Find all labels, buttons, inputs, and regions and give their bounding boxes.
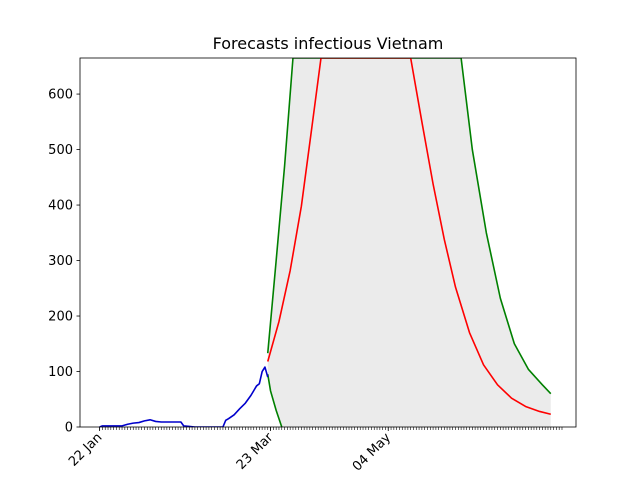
y-tick-label: 200	[48, 310, 73, 325]
y-tick-label: 0	[65, 421, 73, 436]
y-tick-label: 100	[48, 365, 73, 380]
chart-title: Forecasts infectious Vietnam	[213, 34, 444, 53]
series-line-upper	[266, 58, 552, 395]
plot-frame	[79, 57, 577, 428]
series-line-median	[266, 58, 551, 416]
series-line-lower	[266, 374, 283, 427]
y-tick-label: 600	[48, 88, 73, 103]
uncertainty-band	[267, 58, 551, 427]
plot-area	[99, 58, 552, 427]
series-line-observed	[99, 366, 269, 427]
y-tick-label: 500	[48, 143, 73, 158]
y-tick-label: 400	[48, 199, 73, 214]
y-tick-label: 300	[48, 254, 73, 269]
